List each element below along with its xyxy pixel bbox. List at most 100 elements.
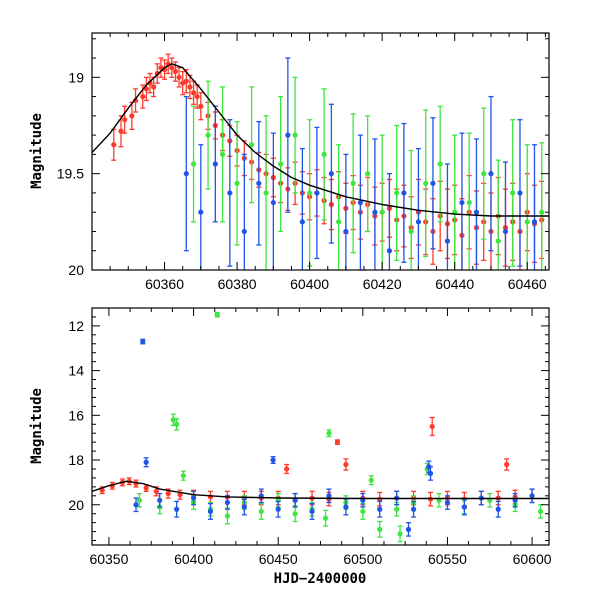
top-green-point bbox=[190, 161, 197, 167]
bottom-green-point bbox=[136, 497, 142, 503]
bottom-blue-point bbox=[529, 493, 535, 499]
top-panel-axes: 60360 60380 60400 60420 60440 60460 19 19.5 20 bbox=[57, 33, 549, 292]
bottom-blue-point bbox=[157, 497, 163, 503]
top-blue-point bbox=[183, 171, 189, 177]
top-green-point bbox=[481, 171, 487, 177]
top-series-green bbox=[190, 76, 545, 270]
top-red-point bbox=[122, 117, 128, 123]
bottom-red-point bbox=[429, 423, 435, 430]
top-y-tick-label: 19.5 bbox=[57, 166, 84, 182]
bottom-blue-point bbox=[444, 499, 451, 506]
top-blue-point bbox=[372, 209, 378, 215]
bottom-blue-point bbox=[241, 504, 247, 510]
top-green-point bbox=[437, 161, 443, 167]
top-blue-point bbox=[328, 171, 334, 177]
bottom-panel-ylabel: Magnitude bbox=[29, 388, 45, 464]
top-green-point bbox=[365, 171, 371, 177]
top-x-tick-label: 60360 bbox=[145, 276, 184, 292]
bottom-series-green bbox=[136, 311, 544, 543]
bottom-panel-frame bbox=[91, 307, 550, 546]
bottom-red-point bbox=[343, 461, 349, 468]
top-blue-point bbox=[241, 228, 247, 235]
bottom-red-point bbox=[165, 490, 171, 497]
bottom-red-point bbox=[284, 466, 290, 472]
top-green-point bbox=[234, 180, 240, 186]
top-green-point bbox=[379, 209, 385, 215]
top-green-point bbox=[466, 199, 472, 206]
bottom-panel-axes: 60350 60400 60450 60500 60550 60600 12 14 16 18 20 bbox=[68, 307, 552, 567]
top-green-point bbox=[278, 161, 284, 167]
bottom-blue-point bbox=[343, 504, 349, 510]
bottom-green-point bbox=[258, 508, 264, 515]
top-x-tick-label: 60400 bbox=[290, 276, 329, 292]
bottom-green-point bbox=[292, 511, 298, 517]
top-red-point bbox=[194, 93, 200, 100]
bottom-x-tick-label: 60600 bbox=[513, 551, 552, 567]
top-red-point bbox=[151, 84, 157, 90]
bottom-red-point bbox=[143, 485, 149, 491]
bottom-x-tick-label: 60350 bbox=[89, 551, 128, 567]
bottom-blue-point bbox=[326, 493, 332, 499]
bottom-green-point bbox=[360, 508, 366, 515]
bottom-blue-point bbox=[133, 502, 139, 508]
top-y-tick-label: 19 bbox=[68, 69, 84, 85]
bottom-blue-point bbox=[224, 499, 231, 506]
top-green-point bbox=[336, 219, 342, 225]
top-blue-point bbox=[299, 219, 305, 225]
bottom-panel-xlabel: HJD−2400000 bbox=[274, 571, 367, 587]
bottom-y-tick-label: 12 bbox=[68, 318, 84, 334]
bottom-model-curve bbox=[92, 480, 549, 500]
bottom-green-point bbox=[394, 506, 400, 512]
top-green-point bbox=[219, 151, 226, 157]
top-blue-point bbox=[444, 238, 451, 244]
top-x-tick-label: 60420 bbox=[363, 276, 402, 292]
top-red-point bbox=[187, 84, 193, 90]
bottom-blue-point bbox=[410, 506, 417, 512]
top-green-point bbox=[394, 190, 400, 196]
bottom-x-tick-label: 60550 bbox=[428, 551, 467, 567]
top-blue-point bbox=[488, 171, 494, 177]
top-green-point bbox=[248, 142, 255, 148]
top-blue-point bbox=[386, 248, 393, 254]
bottom-blue-point bbox=[377, 506, 383, 512]
top-panel-plot-area bbox=[92, 53, 549, 270]
top-green-point bbox=[524, 219, 530, 225]
bottom-green-point bbox=[214, 312, 220, 318]
bottom-red-point bbox=[153, 488, 159, 494]
top-red-point bbox=[129, 113, 135, 119]
top-red-point bbox=[132, 97, 139, 104]
bottom-green-point bbox=[180, 473, 186, 479]
top-blue-point bbox=[343, 228, 349, 235]
top-blue-point bbox=[430, 180, 436, 186]
top-blue-point bbox=[256, 180, 262, 186]
bottom-x-tick-label: 60500 bbox=[343, 551, 382, 567]
top-blue-point bbox=[285, 132, 291, 138]
top-blue-point bbox=[401, 190, 407, 196]
bottom-green-point bbox=[368, 477, 374, 483]
top-red-point bbox=[154, 70, 160, 77]
bottom-panel: 60350 60400 60450 60500 60550 60600 12 14 16 18 20… bbox=[29, 307, 552, 587]
top-red-point bbox=[183, 78, 189, 84]
bottom-y-tick-label: 20 bbox=[68, 497, 84, 513]
top-blue-point bbox=[502, 228, 509, 235]
top-red-point bbox=[176, 74, 182, 80]
top-model-curve bbox=[92, 63, 549, 217]
bottom-red-point bbox=[177, 492, 183, 498]
top-y-tick-label: 20 bbox=[68, 262, 84, 278]
top-series-red bbox=[111, 53, 545, 270]
bottom-green-point bbox=[377, 526, 383, 532]
bottom-green-point bbox=[326, 430, 332, 436]
top-panel-frame bbox=[91, 32, 550, 271]
top-panel: 60360 60380 60400 60420 60440 60460 19 19.5 20 M… bbox=[29, 32, 550, 292]
top-blue-point bbox=[459, 199, 465, 206]
top-green-point bbox=[263, 190, 269, 196]
bottom-blue-point bbox=[309, 508, 315, 515]
bottom-green-point bbox=[322, 515, 329, 521]
bottom-green-point bbox=[397, 531, 403, 537]
top-blue-point bbox=[415, 219, 422, 225]
top-blue-point bbox=[473, 209, 480, 215]
bottom-green-point bbox=[174, 421, 180, 427]
top-green-point bbox=[539, 209, 545, 215]
top-blue-point bbox=[531, 219, 538, 225]
